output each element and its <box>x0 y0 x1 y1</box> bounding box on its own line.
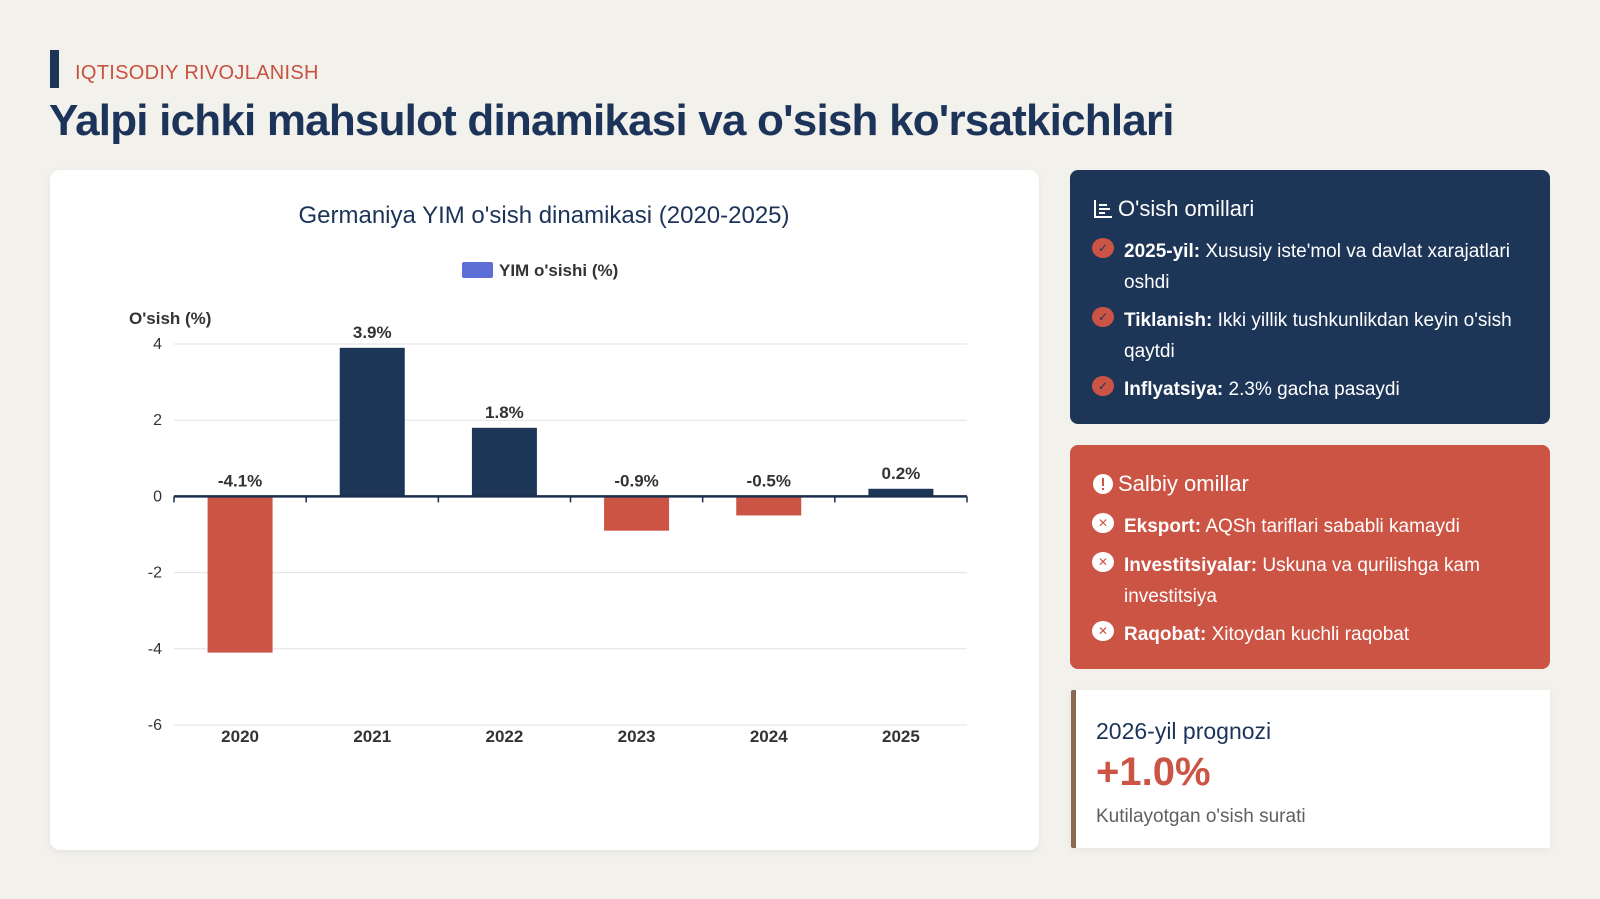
x-tick-label: 2024 <box>750 727 788 746</box>
negative-factors-panel: Salbiy omillar ✕ Eksport: AQSh tariflari… <box>1070 445 1550 669</box>
y-tick-label: 0 <box>153 488 162 505</box>
factor-label: Raqobat: <box>1124 624 1207 645</box>
y-tick-label: -6 <box>148 717 162 734</box>
negative-factor-item: ✕ Investitsiyalar: Uskuna va qurilishga … <box>1092 550 1538 612</box>
negative-factor-item: ✕ Raqobat: Xitoydan kuchli raqobat <box>1092 619 1538 650</box>
positive-factors-title: O'sish omillari <box>1118 196 1255 221</box>
factor-text: AQSh tariflari sababli kamaydi <box>1205 516 1460 537</box>
factor-label: Inflyatsiya: <box>1124 379 1224 400</box>
bar-value-label: 0.2% <box>882 464 921 483</box>
forecast-title: 2026-yil prognozi <box>1096 718 1272 744</box>
x-icon: ✕ <box>1092 552 1114 572</box>
x-tick-label: 2023 <box>618 727 656 746</box>
chart-title: Germaniya YIM o'sish dinamikasi (2020-20… <box>298 202 789 229</box>
bar <box>868 488 934 497</box>
factor-label: Tiklanish: <box>1124 310 1213 331</box>
legend-swatch <box>462 262 493 278</box>
factor-text: Xususiy iste'mol va davlat xarajatlari o… <box>1124 241 1510 293</box>
factor-label: 2025-yil: <box>1124 241 1201 262</box>
bar <box>604 496 670 531</box>
bar <box>207 496 273 653</box>
warning-icon <box>1093 474 1113 494</box>
y-tick-label: -2 <box>148 565 162 582</box>
bar-value-label: -0.9% <box>614 471 658 490</box>
factor-text: Ikki yillik tushkunlikdan keyin o'sish q… <box>1124 310 1512 362</box>
x-tick-label: 2025 <box>882 727 920 746</box>
check-icon: ✓ <box>1092 307 1114 327</box>
positive-factor-item: ✓ Inflyatsiya: 2.3% gacha pasaydi <box>1092 374 1538 405</box>
bar <box>339 347 405 497</box>
bar-value-label: 3.9% <box>353 323 392 342</box>
chart-card: Germaniya YIM o'sish dinamikasi (2020-20… <box>50 170 1039 850</box>
x-tick-label: 2021 <box>353 727 391 746</box>
y-tick-label: 2 <box>153 412 162 429</box>
page-title: Yalpi ichki mahsulot dinamikasi va o'sis… <box>49 96 1174 145</box>
section-tag: IQTISODIY RIVOJLANISH <box>50 50 319 88</box>
bar-value-label: -4.1% <box>218 471 262 490</box>
bar-value-label: 1.8% <box>485 403 524 422</box>
positive-factors-header: O'sish omillari <box>1092 196 1254 222</box>
factor-text: Xitoydan kuchli raqobat <box>1211 624 1410 645</box>
section-tag-bar <box>50 50 59 88</box>
check-icon: ✓ <box>1092 238 1114 258</box>
positive-factors-panel: O'sish omillari ✓ 2025-yil: Xususiy iste… <box>1070 170 1550 424</box>
bar <box>471 427 537 497</box>
y-axis-title: O'sish (%) <box>129 309 211 328</box>
bar-value-label: -0.5% <box>747 471 791 490</box>
positive-factor-item: ✓ 2025-yil: Xususiy iste'mol va davlat x… <box>1092 236 1538 298</box>
forecast-value: +1.0% <box>1096 750 1211 794</box>
check-icon: ✓ <box>1092 376 1114 396</box>
factor-label: Eksport: <box>1124 516 1202 537</box>
positive-factor-item: ✓ Tiklanish: Ikki yillik tushkunlikdan k… <box>1092 305 1538 367</box>
x-icon: ✕ <box>1092 513 1114 533</box>
factor-text: 2.3% gacha pasaydi <box>1228 379 1400 400</box>
chart-icon <box>1094 200 1112 218</box>
forecast-card: 2026-yil prognozi +1.0% Kutilayotgan o's… <box>1071 690 1550 848</box>
section-tag-text: IQTISODIY RIVOJLANISH <box>75 61 319 84</box>
factor-label: Investitsiyalar: <box>1124 555 1258 576</box>
x-tick-label: 2022 <box>486 727 524 746</box>
x-icon: ✕ <box>1092 621 1114 641</box>
forecast-subtitle: Kutilayotgan o'sish surati <box>1096 806 1306 827</box>
x-tick-label: 2020 <box>221 727 259 746</box>
factor-text: Uskuna va qurilishga kam investitsiya <box>1124 555 1480 607</box>
y-tick-label: -4 <box>148 641 162 658</box>
y-tick-label: 4 <box>153 336 162 353</box>
legend-label: YIM o'sishi (%) <box>499 261 618 280</box>
negative-factors-header: Salbiy omillar <box>1092 471 1249 497</box>
gdp-growth-chart: Germaniya YIM o'sish dinamikasi (2020-20… <box>129 202 968 746</box>
bar <box>736 496 802 516</box>
negative-factor-item: ✕ Eksport: AQSh tariflari sababli kamayd… <box>1092 511 1538 542</box>
negative-factors-title: Salbiy omillar <box>1118 471 1249 496</box>
